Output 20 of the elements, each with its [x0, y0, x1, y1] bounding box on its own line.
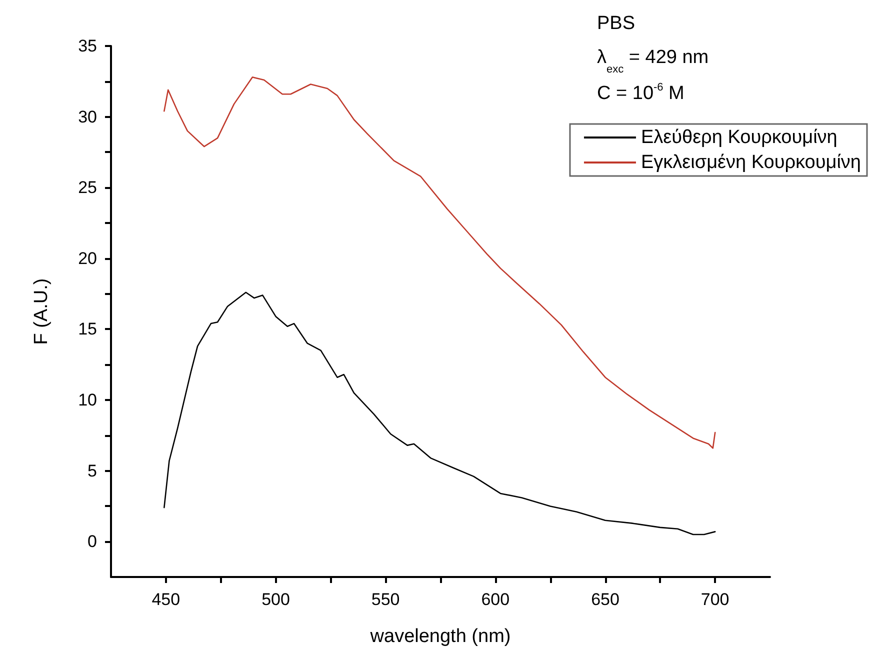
y-tick-label: 30 [78, 107, 97, 126]
line-series [164, 292, 716, 536]
x-axis-title: wavelength (nm) [369, 626, 511, 647]
legend-label: Ελεύθερη Κουρκουμίνη [640, 127, 838, 148]
y-axis-title: F (A.U.) [31, 278, 52, 345]
y-tick-label: 25 [78, 178, 97, 198]
x-tick-label: 450 [152, 590, 180, 609]
y-tick-label: 35 [78, 36, 97, 56]
y-tick-label: 20 [78, 248, 97, 268]
y-tick-label: 15 [78, 320, 97, 339]
x-tick-label: 700 [700, 590, 730, 609]
y-tick-label: 0 [88, 532, 97, 552]
legend-label: Εγκλεισμένη Κουρκουμίνη [640, 152, 862, 173]
x-tick-label: 550 [371, 590, 400, 609]
y-tick-label: 5 [88, 461, 97, 480]
text: PBS [597, 13, 636, 34]
x-tick-label: 500 [262, 590, 290, 609]
x-tick-label: 600 [481, 590, 510, 609]
x-tick-label: 650 [591, 590, 620, 609]
y-tick-label: 10 [78, 390, 97, 410]
